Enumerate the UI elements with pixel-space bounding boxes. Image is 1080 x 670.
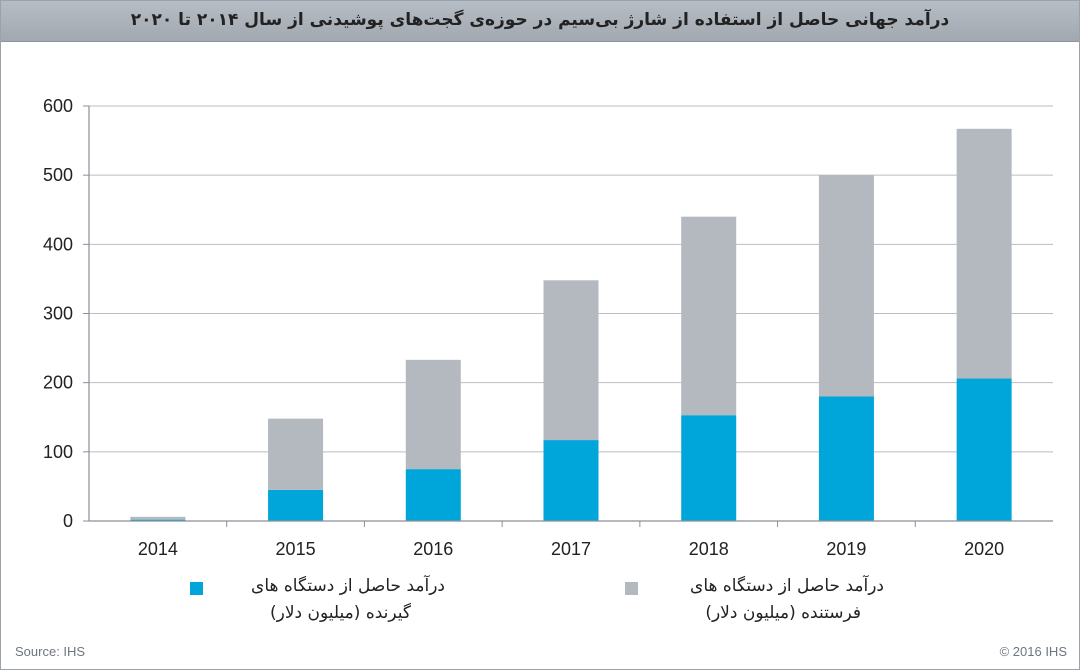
bar-sender: [268, 418, 324, 490]
x-tick-label: 2018: [689, 539, 729, 559]
bar-receiver: [130, 519, 186, 521]
bar-receiver: [268, 489, 324, 521]
legend-swatch-sender: [625, 582, 638, 595]
y-tick-label: 600: [43, 96, 73, 116]
legend-swatch-receiver: [190, 582, 203, 595]
x-tick-label: 2019: [826, 539, 866, 559]
x-tick-label: 2015: [276, 539, 316, 559]
bar-receiver: [681, 415, 737, 521]
y-tick-label: 300: [43, 304, 73, 324]
bar-sender: [956, 128, 1012, 379]
y-tick-label: 400: [43, 234, 73, 254]
x-tick-label: 2014: [138, 539, 178, 559]
bar-receiver: [405, 469, 461, 521]
y-tick-label: 100: [43, 442, 73, 462]
legend-label-sender-line2: فرستنده (میلیون دلار): [705, 603, 861, 623]
chart-title: درآمد جهانی حاصل از استفاده از شارژ بی‌س…: [130, 10, 950, 30]
legend-label-receiver-line1: درآمد حاصل از دستگاه های: [251, 576, 445, 596]
source-note: Source: IHS: [15, 644, 86, 659]
y-tick-label: 500: [43, 165, 73, 185]
x-tick-label: 2017: [551, 539, 591, 559]
bar-sender: [543, 280, 599, 441]
legend-label-receiver-line2: گیرنده (میلیون دلار): [270, 603, 411, 623]
x-tick-label: 2020: [964, 539, 1004, 559]
bar-receiver: [818, 396, 874, 521]
bar-sender: [681, 216, 737, 416]
bar-receiver: [956, 378, 1012, 521]
y-tick-label: 200: [43, 373, 73, 393]
legend-label-sender-line1: درآمد حاصل از دستگاه های: [690, 576, 884, 596]
bar-sender: [130, 516, 186, 520]
bar-sender: [405, 359, 461, 470]
copyright-note: © 2016 IHS: [999, 644, 1067, 659]
title-bar: درآمد جهانی حاصل از استفاده از شارژ بی‌س…: [1, 1, 1079, 42]
x-tick-label: 2016: [413, 539, 453, 559]
bar-sender: [818, 175, 874, 397]
chart-plot: 0 100 200 300 400 500 600 2014 2015 2016 2017 2018…: [43, 96, 1053, 559]
y-tick-label: 0: [63, 511, 73, 531]
bar-receiver: [543, 440, 599, 521]
